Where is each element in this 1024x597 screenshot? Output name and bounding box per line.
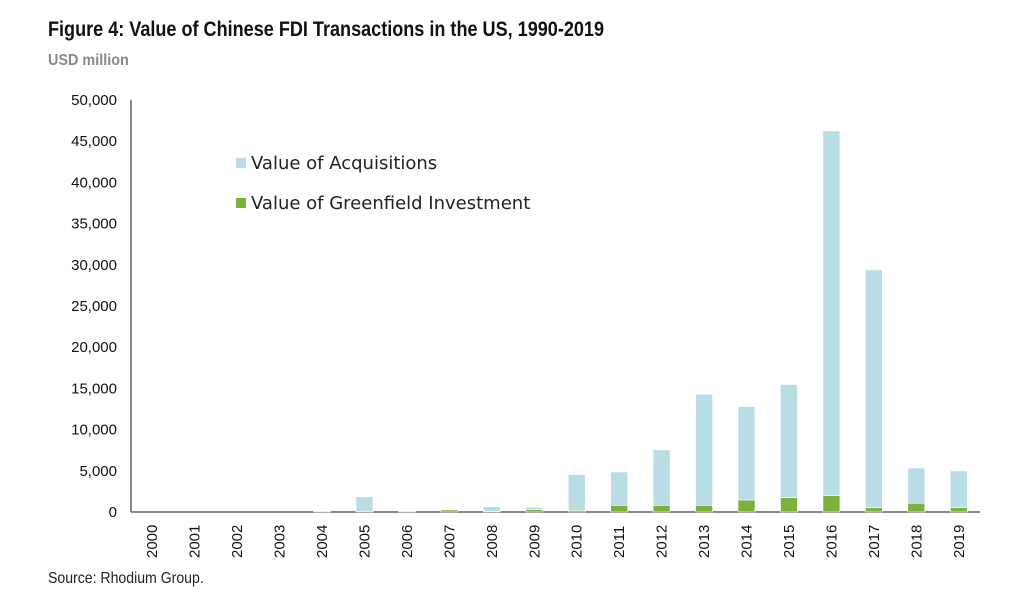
bar-value-of-greenfield-investment-2009 <box>525 509 544 513</box>
x-tick-label: 2018 <box>908 525 925 558</box>
y-tick-label: 25,000 <box>71 298 117 315</box>
y-tick-label: 20,000 <box>71 339 117 356</box>
legend-label: Value of Acquisitions <box>251 153 437 174</box>
x-tick-label: 2012 <box>654 525 671 558</box>
x-tick-label: 2019 <box>951 525 968 558</box>
bar-value-of-acquisitions-2008 <box>483 506 501 512</box>
x-tick-label: 2003 <box>272 525 289 558</box>
bar-value-of-acquisitions-2013 <box>695 393 713 506</box>
x-tick-label: 2010 <box>569 525 586 558</box>
bar-value-of-acquisitions-2012 <box>652 449 671 506</box>
bar-value-of-acquisitions-2017 <box>865 269 883 508</box>
bar-value-of-acquisitions-2016 <box>822 130 841 496</box>
bar-value-of-acquisitions-2005 <box>355 496 374 512</box>
bar-value-of-greenfield-investment-2007 <box>440 509 459 513</box>
x-tick-label: 2009 <box>526 525 543 558</box>
y-tick-label: 30,000 <box>71 257 117 274</box>
bar-value-of-acquisitions-2004 <box>313 510 331 513</box>
legend-swatch <box>236 158 246 168</box>
bar-value-of-greenfield-investment-2019 <box>949 507 968 513</box>
x-tick-label: 2001 <box>187 525 204 558</box>
bar-value-of-greenfield-investment-2018 <box>907 502 926 513</box>
y-tick-label: 0 <box>109 504 117 521</box>
x-tick-label: 2002 <box>229 525 246 558</box>
bar-value-of-acquisitions-2011 <box>610 471 628 506</box>
x-tick-label: 2005 <box>356 525 373 558</box>
bar-value-of-acquisitions-2015 <box>780 384 798 498</box>
x-tick-label: 2004 <box>314 525 331 558</box>
x-tick-label: 2016 <box>823 525 840 558</box>
x-tick-label: 2017 <box>866 525 883 558</box>
x-tick-label: 2014 <box>739 525 756 558</box>
x-tick-label: 2015 <box>781 525 798 558</box>
bar-value-of-acquisitions-2019 <box>949 470 968 508</box>
legend-swatch <box>236 198 246 208</box>
x-tick-label: 2006 <box>399 525 416 558</box>
bar-value-of-acquisitions-2014 <box>737 406 756 501</box>
chart-title: Figure 4: Value of Chinese FDI Transacti… <box>48 18 605 41</box>
bar-value-of-greenfield-investment-2011 <box>610 505 628 513</box>
bar-value-of-acquisitions-2010 <box>567 474 586 511</box>
x-tick-label: 2008 <box>484 525 501 558</box>
y-tick-label: 40,000 <box>71 174 117 191</box>
chart-subtitle: USD million <box>48 52 129 69</box>
x-tick-label: 2007 <box>441 525 458 558</box>
legend-label: Value of Greenfield Investment <box>251 193 530 214</box>
x-tick-label: 2011 <box>611 526 628 558</box>
bar-value-of-acquisitions-2006 <box>398 510 416 513</box>
y-tick-label: 50,000 <box>71 92 117 109</box>
bar-value-of-greenfield-investment-2012 <box>652 505 671 513</box>
source-note: Source: Rhodium Group. <box>48 570 204 587</box>
y-tick-label: 10,000 <box>71 422 117 439</box>
x-tick-label: 2013 <box>696 525 713 558</box>
bar-value-of-acquisitions-2009 <box>525 507 544 510</box>
y-tick-label: 45,000 <box>71 133 117 150</box>
bar-value-of-greenfield-investment-2014 <box>737 499 756 513</box>
y-tick-label: 35,000 <box>71 216 117 233</box>
bar-value-of-greenfield-investment-2017 <box>865 507 883 513</box>
bar-value-of-acquisitions-2018 <box>907 467 926 504</box>
y-tick-label: 5,000 <box>79 463 117 480</box>
bar-value-of-greenfield-investment-2016 <box>822 495 841 513</box>
y-tick-label: 15,000 <box>71 380 117 397</box>
bar-value-of-greenfield-investment-2015 <box>780 497 798 513</box>
bar-value-of-greenfield-investment-2013 <box>695 505 713 513</box>
x-tick-label: 2000 <box>144 525 161 558</box>
